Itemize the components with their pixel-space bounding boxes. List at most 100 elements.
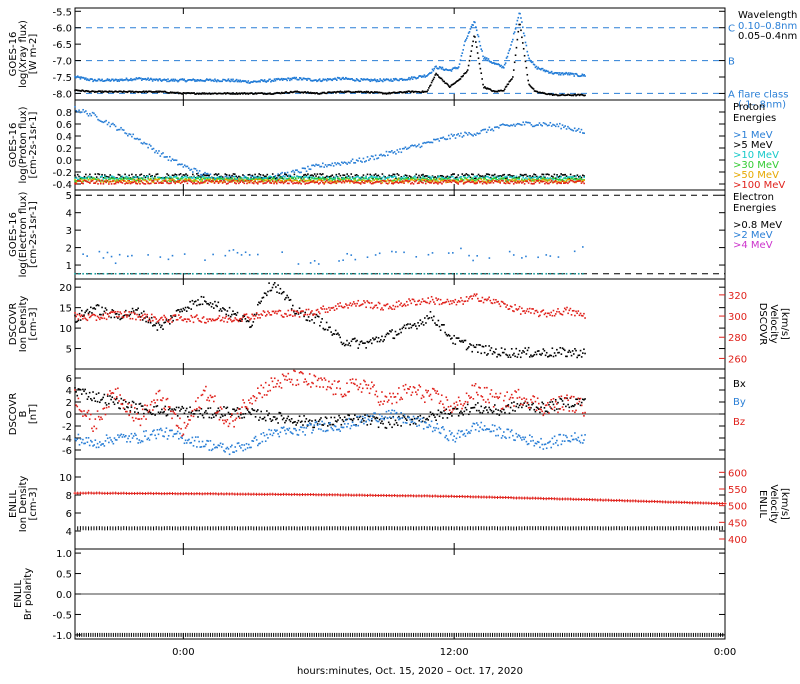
data-point [177, 415, 179, 417]
data-point [456, 273, 458, 275]
data-point [463, 135, 465, 137]
data-point [336, 421, 338, 423]
data-point [578, 273, 580, 275]
data-point [330, 273, 332, 275]
data-point [438, 175, 440, 177]
data-point [191, 181, 193, 183]
data-point [87, 398, 89, 400]
data-point [225, 273, 227, 275]
data-point [135, 273, 137, 275]
data-point [306, 309, 308, 311]
data-point [444, 332, 446, 334]
data-point [460, 78, 462, 80]
data-point [326, 417, 328, 419]
data-point [448, 273, 450, 275]
data-point [363, 174, 365, 176]
data-point [543, 174, 545, 176]
data-point [334, 273, 336, 275]
data-point [572, 350, 574, 352]
data-point [541, 273, 543, 275]
data-point [117, 311, 119, 313]
data-point [227, 407, 229, 409]
data-point [105, 402, 107, 404]
data-point [523, 32, 525, 34]
data-point [140, 78, 142, 80]
data-point [185, 180, 187, 182]
data-point [322, 163, 324, 165]
data-point [551, 71, 553, 73]
data-point [132, 318, 134, 320]
data-point [177, 177, 179, 179]
data-point [154, 317, 156, 319]
data-point [99, 273, 101, 275]
data-point [365, 160, 367, 162]
data-point [290, 299, 292, 301]
data-point [326, 80, 328, 82]
data-point [130, 134, 132, 136]
data-point [411, 273, 413, 275]
data-point [518, 354, 520, 356]
data-point [206, 318, 208, 320]
data-point [255, 315, 257, 317]
data-point [528, 58, 530, 60]
data-point [195, 300, 197, 302]
data-point [584, 95, 586, 97]
data-point [512, 354, 514, 356]
data-point [183, 407, 185, 409]
data-point [398, 151, 400, 153]
data-point [476, 46, 478, 48]
data-point [245, 273, 247, 275]
data-point [253, 183, 255, 185]
data-point [582, 181, 584, 183]
data-point [197, 416, 199, 418]
data-point [230, 79, 232, 81]
data-point [142, 405, 144, 407]
data-point [225, 316, 227, 318]
data-point [365, 176, 367, 178]
data-point [148, 322, 150, 324]
data-point [135, 177, 137, 179]
data-point [461, 180, 463, 182]
data-point [166, 318, 168, 320]
data-point [573, 73, 575, 75]
data-point [535, 351, 537, 353]
data-point [422, 176, 424, 178]
data-point [120, 313, 122, 315]
data-point [154, 325, 156, 327]
data-point [477, 34, 479, 36]
data-point [383, 273, 385, 275]
data-point [509, 354, 511, 356]
data-point [351, 340, 353, 342]
data-point [260, 411, 262, 413]
data-point [190, 315, 192, 317]
data-point [204, 412, 206, 414]
data-point [107, 273, 109, 275]
data-point [340, 164, 342, 166]
data-point [462, 49, 464, 51]
data-point [489, 257, 491, 259]
data-point [233, 249, 235, 251]
data-point [424, 74, 426, 76]
data-point [489, 350, 491, 352]
data-point [371, 420, 373, 422]
data-point [373, 306, 375, 308]
legend-title: Energies [733, 203, 776, 214]
data-point [326, 308, 328, 310]
data-point [292, 170, 294, 172]
legend-title: Proton [733, 102, 765, 113]
data-point [460, 297, 462, 299]
data-point [350, 273, 352, 275]
data-point [253, 176, 255, 178]
y-axis-label: [cm-2s-1sr-1] [28, 111, 39, 178]
data-point [400, 302, 402, 304]
data-point [380, 183, 382, 185]
data-point [524, 35, 526, 37]
data-point [525, 61, 527, 63]
data-point [164, 273, 166, 275]
data-point [326, 180, 328, 182]
data-point [310, 262, 312, 264]
data-point [95, 182, 97, 184]
data-point [353, 418, 355, 420]
data-point [405, 305, 407, 307]
